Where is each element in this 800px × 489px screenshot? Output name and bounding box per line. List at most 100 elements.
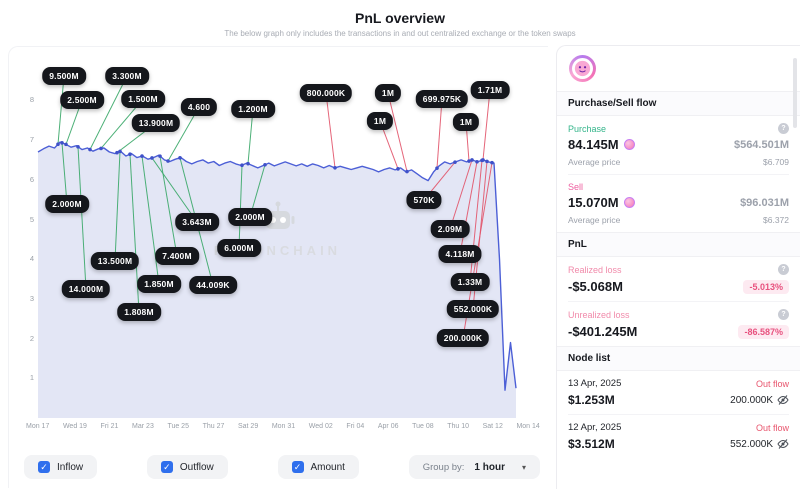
- x-axis-tick: Thu 10: [447, 423, 470, 430]
- node-direction: Out flow: [755, 422, 789, 433]
- amount-filter-chip[interactable]: ✓ Amount: [277, 455, 359, 479]
- sell-amount: 15.070M: [568, 195, 619, 210]
- transaction-dot: [453, 160, 457, 164]
- transaction-dot: [178, 156, 182, 160]
- unrealized-loss-percent-badge: -86.587%: [738, 324, 789, 339]
- callout-connector: [238, 165, 243, 249]
- chart-controls: ✓ Inflow ✓ Outflow ✓ Amount Group by: 1 …: [24, 455, 540, 479]
- node-usd-value: $1.253M: [568, 393, 615, 407]
- token-face-icon: [574, 60, 591, 77]
- chevron-down-icon: ▾: [521, 462, 526, 472]
- node-amount: 200.000K: [730, 394, 773, 406]
- outflow-filter-chip[interactable]: ✓ Outflow: [146, 455, 228, 479]
- purchase-block: Purchase ? 84.145M $564.501M Average pri…: [557, 116, 800, 174]
- outflow-label: Outflow: [179, 461, 214, 473]
- node-date: 13 Apr, 2025: [568, 378, 622, 389]
- callout-connector: [482, 89, 491, 161]
- amount-checkbox[interactable]: ✓: [291, 461, 304, 473]
- group-by-label: Group by:: [422, 461, 465, 473]
- purchase-amount: 84.145M: [568, 137, 619, 152]
- group-by-select[interactable]: Group by: 1 hour ▾: [408, 455, 540, 479]
- transaction-dot: [435, 166, 439, 170]
- help-icon[interactable]: ?: [778, 309, 789, 320]
- chart-card: [8, 46, 548, 488]
- sell-average-price-label: Average price: [568, 215, 621, 225]
- help-icon[interactable]: ?: [778, 264, 789, 275]
- callout-connector: [77, 146, 87, 290]
- outflow-checkbox[interactable]: ✓: [160, 461, 173, 473]
- x-axis-tick: Mar 23: [132, 423, 154, 430]
- inflow-filter-chip[interactable]: ✓ Inflow: [24, 455, 98, 479]
- x-axis-tick: Mon 14: [516, 423, 540, 430]
- transaction-dot: [333, 166, 337, 170]
- realized-loss-percent-badge: -5.013%: [743, 279, 789, 294]
- transaction-dot: [396, 167, 400, 171]
- token-avatar[interactable]: [569, 55, 596, 82]
- help-icon[interactable]: ?: [778, 123, 789, 134]
- transaction-dot: [88, 147, 92, 152]
- callout-connector: [465, 121, 470, 162]
- transaction-dot: [405, 169, 409, 174]
- eye-off-icon[interactable]: [777, 438, 789, 450]
- callout-connector: [436, 98, 443, 169]
- x-axis-tick: Wed 02: [308, 423, 333, 430]
- transaction-dot: [480, 158, 484, 163]
- callout-connector: [89, 75, 128, 150]
- sell-block: Sell 15.070M $96.031M Average price $6.3…: [557, 175, 800, 232]
- divider: [568, 301, 789, 302]
- scrollbar[interactable]: [793, 58, 797, 128]
- transaction-dot: [158, 154, 162, 158]
- purchase-average-price-label: Average price: [568, 157, 621, 167]
- x-axis-tick: Mon 17: [26, 423, 50, 430]
- callout-connector: [61, 142, 68, 205]
- x-axis-tick: Sat 12: [482, 423, 503, 430]
- transaction-dot: [470, 158, 474, 162]
- callout-connector: [449, 159, 473, 230]
- robot-icon: [261, 201, 294, 229]
- inflow-checkbox[interactable]: ✓: [38, 461, 50, 473]
- callout-connector: [151, 157, 198, 223]
- realized-loss-block: Realized loss ? -$5.068M -5.013%: [557, 257, 800, 301]
- node-amount: 552.000K: [730, 438, 773, 450]
- callout-connector: [247, 108, 254, 164]
- sell-average-price-value: $6.372: [763, 215, 789, 225]
- callout-connector: [65, 99, 83, 145]
- unrealized-loss-value: -$401.245M: [568, 324, 638, 339]
- transaction-dot: [485, 159, 489, 164]
- node-usd-value: $3.512M: [568, 437, 615, 451]
- callout-connector: [387, 92, 408, 172]
- x-axis: Mon 17 Wed 19 Fri 21 Mar 23 Tue 25 Thu 27 Sat …: [26, 423, 540, 430]
- purchase-average-price-value: $6.709: [763, 157, 789, 167]
- chart-data-dots: [56, 141, 494, 174]
- token-icon: [623, 139, 635, 150]
- details-panel: Purchase/Sell flow Purchase ? 84.145M $5…: [556, 45, 800, 489]
- callout-connector: [100, 98, 144, 149]
- purchase-label: Purchase: [568, 123, 607, 134]
- x-axis-tick: Fri 04: [346, 423, 365, 430]
- x-axis-tick: Thu 27: [202, 423, 225, 430]
- transaction-dot: [150, 156, 154, 160]
- divider: [568, 174, 789, 175]
- node-list-row[interactable]: 13 Apr, 2025 Out flow $1.253M 200.000K: [557, 371, 800, 414]
- x-axis-tick: Tue 08: [412, 423, 434, 430]
- watermark: POTONCHAIN: [200, 200, 355, 258]
- eye-off-icon[interactable]: [777, 394, 789, 406]
- transaction-dot: [56, 142, 60, 147]
- callout-connector: [379, 120, 399, 170]
- transaction-dot: [490, 160, 494, 165]
- transaction-dot: [76, 144, 80, 149]
- node-list-row[interactable]: 12 Apr, 2025 Out flow $3.512M 552.000K: [557, 415, 800, 458]
- group-by-value: 1 hour: [474, 461, 505, 473]
- transaction-dot: [115, 150, 119, 155]
- node-date: 12 Apr, 2025: [568, 422, 622, 433]
- x-axis-tick: Sat 29: [237, 423, 259, 430]
- realized-loss-value: -$5.068M: [568, 279, 623, 294]
- node-direction: Out flow: [755, 378, 789, 389]
- sell-label: Sell: [568, 182, 584, 192]
- token-header-row: [557, 46, 800, 92]
- transaction-dot: [140, 154, 144, 158]
- transaction-dot: [60, 141, 64, 145]
- inflow-label: Inflow: [57, 461, 84, 473]
- sell-usd-value: $96.031M: [740, 196, 789, 209]
